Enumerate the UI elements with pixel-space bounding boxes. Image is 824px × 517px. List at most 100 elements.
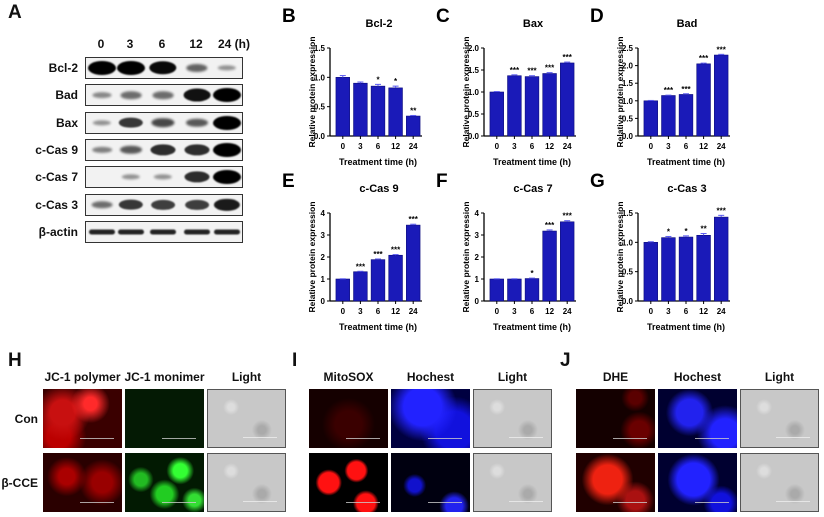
x-tick-label: 3	[666, 142, 671, 151]
x-tick-label: 12	[699, 307, 708, 316]
protein-band	[213, 198, 241, 211]
bar	[388, 254, 403, 302]
protein-band	[185, 199, 209, 210]
scale-bar	[695, 438, 729, 439]
y-axis-label: Relative protein expression	[307, 36, 317, 147]
micrograph	[391, 389, 470, 448]
micrograph	[740, 453, 819, 512]
protein-band	[149, 61, 177, 75]
micrograph	[125, 453, 204, 512]
protein-band	[186, 118, 208, 127]
micrograph	[740, 389, 819, 448]
x-axis-label: Treatment time (h)	[493, 322, 571, 332]
scale-bar	[80, 502, 114, 503]
chart-title: c-Cas 3	[667, 183, 706, 195]
micrograph	[125, 389, 204, 448]
x-tick-label: 0	[341, 142, 346, 151]
x-tick-label: 6	[530, 142, 535, 151]
protein-band	[150, 144, 176, 156]
scale-bar	[80, 438, 114, 439]
bar	[661, 95, 676, 137]
x-tick-label: 12	[545, 307, 554, 316]
x-tick-label: 24	[409, 307, 418, 316]
bar	[370, 85, 386, 137]
x-tick-label: 6	[376, 307, 381, 316]
x-axis-label: Treatment time (h)	[339, 157, 417, 167]
blot-strip	[85, 220, 243, 243]
blot-strip	[85, 138, 243, 161]
bar	[335, 278, 350, 302]
significance-marker: ***	[717, 45, 727, 54]
bar	[353, 82, 368, 137]
bar	[560, 62, 575, 137]
blot-row-label: Bad	[55, 88, 78, 103]
x-tick-label: 0	[495, 142, 500, 151]
x-tick-label: 3	[358, 142, 363, 151]
bar	[714, 216, 729, 302]
bar	[696, 63, 711, 137]
y-axis-label: Relative protein expression	[461, 36, 471, 147]
panel-letter-h: H	[8, 350, 22, 371]
bar	[489, 278, 504, 302]
y-tick-label: 2.0	[468, 44, 480, 53]
micrograph	[658, 389, 737, 448]
x-tick-label: 6	[684, 142, 689, 151]
x-tick-label: 0	[649, 142, 654, 151]
scale-bar	[776, 437, 810, 438]
x-axis-label: Treatment time (h)	[339, 322, 417, 332]
chart-title: c-Cas 9	[359, 183, 398, 195]
column-title: JC-1 monimer	[124, 370, 205, 384]
y-tick-label: 2	[475, 253, 480, 262]
scale-bar	[243, 437, 277, 438]
micrograph	[207, 453, 286, 512]
scale-bar	[346, 502, 380, 503]
scale-bar	[243, 501, 277, 502]
protein-band	[150, 229, 176, 235]
panel-letter-j: J	[560, 350, 571, 371]
scale-bar	[695, 502, 729, 503]
bar	[353, 271, 368, 302]
scale-bar	[613, 438, 647, 439]
bar	[542, 73, 557, 137]
significance-marker: *	[684, 227, 688, 236]
blot-row-label: β-actin	[38, 224, 78, 239]
y-tick-label: 0	[321, 297, 326, 306]
significance-marker: ***	[563, 53, 573, 62]
x-tick-label: 3	[358, 307, 363, 316]
row-label: β-CCE	[1, 476, 38, 490]
protein-band	[213, 88, 241, 103]
y-tick-label: 0.5	[314, 103, 326, 112]
protein-band	[213, 142, 241, 157]
protein-band	[88, 61, 116, 75]
x-tick-label: 6	[530, 307, 535, 316]
protein-band	[213, 115, 241, 130]
y-tick-label: 1	[321, 275, 326, 284]
x-tick-label: 24	[717, 142, 726, 151]
y-tick-label: 3	[321, 231, 326, 240]
x-tick-label: 0	[649, 307, 654, 316]
bar	[406, 115, 421, 137]
blot-strip	[85, 57, 243, 79]
protein-band	[184, 171, 210, 183]
bar	[524, 278, 540, 302]
protein-band	[92, 92, 112, 99]
y-axis-label: Relative protein expression	[461, 201, 471, 312]
protein-band	[91, 200, 113, 209]
significance-marker: *	[394, 77, 398, 86]
column-title: DHE	[602, 370, 629, 384]
x-tick-label: 6	[376, 142, 381, 151]
x-tick-label: 24	[409, 142, 418, 151]
blot-strip	[85, 111, 243, 134]
significance-marker: **	[410, 106, 417, 115]
panel-letter: F	[436, 171, 448, 192]
x-axis-label: Treatment time (h)	[647, 322, 725, 332]
y-tick-label: 2	[321, 253, 326, 262]
chart-title: c-Cas 7	[513, 183, 552, 195]
scale-bar	[162, 502, 196, 503]
protein-band	[118, 117, 144, 128]
panel-letter: B	[282, 6, 296, 27]
bar	[643, 100, 658, 137]
blot-row-label: Bax	[55, 115, 78, 130]
significance-marker: ***	[409, 215, 419, 224]
